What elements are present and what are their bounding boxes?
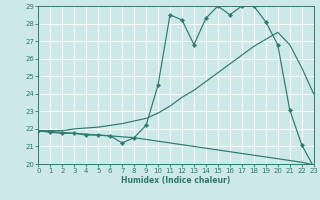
X-axis label: Humidex (Indice chaleur): Humidex (Indice chaleur) bbox=[121, 176, 231, 185]
